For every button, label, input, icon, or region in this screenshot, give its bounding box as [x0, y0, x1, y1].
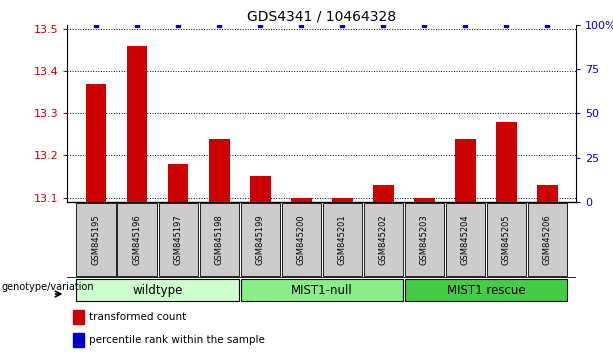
- FancyBboxPatch shape: [405, 279, 567, 302]
- Text: GSM845205: GSM845205: [502, 215, 511, 265]
- FancyBboxPatch shape: [240, 203, 280, 276]
- FancyBboxPatch shape: [528, 203, 567, 276]
- FancyBboxPatch shape: [159, 203, 198, 276]
- Text: GSM845198: GSM845198: [215, 215, 224, 265]
- Text: wildtype: wildtype: [132, 284, 183, 297]
- Bar: [72, 333, 84, 347]
- FancyBboxPatch shape: [322, 203, 362, 276]
- Bar: [291, 198, 311, 202]
- Text: MIST1 rescue: MIST1 rescue: [447, 284, 525, 297]
- Bar: [373, 185, 394, 202]
- FancyBboxPatch shape: [364, 203, 403, 276]
- FancyBboxPatch shape: [405, 203, 444, 276]
- FancyBboxPatch shape: [77, 279, 239, 302]
- Text: MIST1-null: MIST1-null: [291, 284, 352, 297]
- Bar: [537, 185, 558, 202]
- Bar: [332, 198, 352, 202]
- Bar: [250, 177, 270, 202]
- Text: GSM845196: GSM845196: [132, 215, 142, 265]
- Text: GSM845197: GSM845197: [173, 215, 183, 265]
- Text: percentile rank within the sample: percentile rank within the sample: [89, 335, 265, 345]
- FancyBboxPatch shape: [240, 279, 403, 302]
- Title: GDS4341 / 10464328: GDS4341 / 10464328: [247, 10, 397, 24]
- Text: GSM845203: GSM845203: [420, 215, 429, 265]
- Bar: [455, 138, 476, 202]
- Bar: [209, 138, 229, 202]
- Text: GSM845201: GSM845201: [338, 215, 347, 265]
- Bar: [414, 198, 435, 202]
- Text: GSM845195: GSM845195: [92, 215, 101, 265]
- Bar: [496, 122, 517, 202]
- Bar: [72, 310, 84, 324]
- Text: GSM845202: GSM845202: [379, 215, 388, 265]
- Text: GSM845206: GSM845206: [543, 215, 552, 265]
- FancyBboxPatch shape: [77, 203, 116, 276]
- Text: GSM845199: GSM845199: [256, 215, 265, 265]
- FancyBboxPatch shape: [118, 203, 157, 276]
- Bar: [168, 164, 188, 202]
- FancyBboxPatch shape: [281, 203, 321, 276]
- FancyBboxPatch shape: [487, 203, 526, 276]
- Bar: [127, 46, 148, 202]
- Text: genotype/variation: genotype/variation: [1, 281, 94, 292]
- Text: GSM845200: GSM845200: [297, 215, 306, 265]
- Text: GSM845204: GSM845204: [461, 215, 470, 265]
- FancyBboxPatch shape: [200, 203, 239, 276]
- FancyBboxPatch shape: [446, 203, 485, 276]
- Text: transformed count: transformed count: [89, 312, 186, 322]
- Bar: [86, 84, 107, 202]
